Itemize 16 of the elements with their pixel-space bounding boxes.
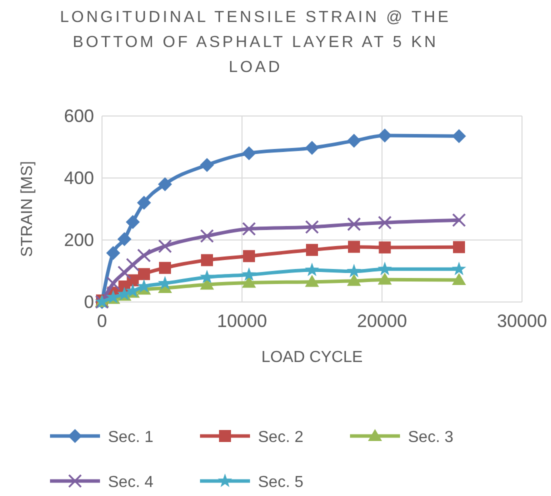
y-tick-label: 0 (84, 292, 94, 312)
legend-label: Sec. 5 (258, 474, 304, 491)
y-tick-label: 200 (64, 230, 94, 250)
x-tick-label: 30000 (496, 311, 548, 331)
y-axis-title: STRAIN [MS] (19, 160, 36, 258)
x-tick-label: 20000 (356, 311, 408, 331)
legend-label: Sec. 2 (258, 429, 304, 446)
legend-label: Sec. 4 (108, 474, 154, 491)
x-tick-label: 10000 (216, 311, 268, 331)
y-tick-label: 600 (64, 106, 94, 126)
legend-label: Sec. 1 (108, 429, 154, 446)
x-tick-label: 0 (96, 311, 108, 331)
chart-title: LONGITUDINAL TENSILE STRAIN @ THE BOTTOM OF ASPHALT LAYER AT 5 KN LOAD (60, 9, 451, 76)
legend-label: Sec. 3 (408, 429, 454, 446)
y-tick-label: 400 (64, 168, 94, 188)
x-axis-title: LOAD CYCLE (261, 349, 363, 366)
